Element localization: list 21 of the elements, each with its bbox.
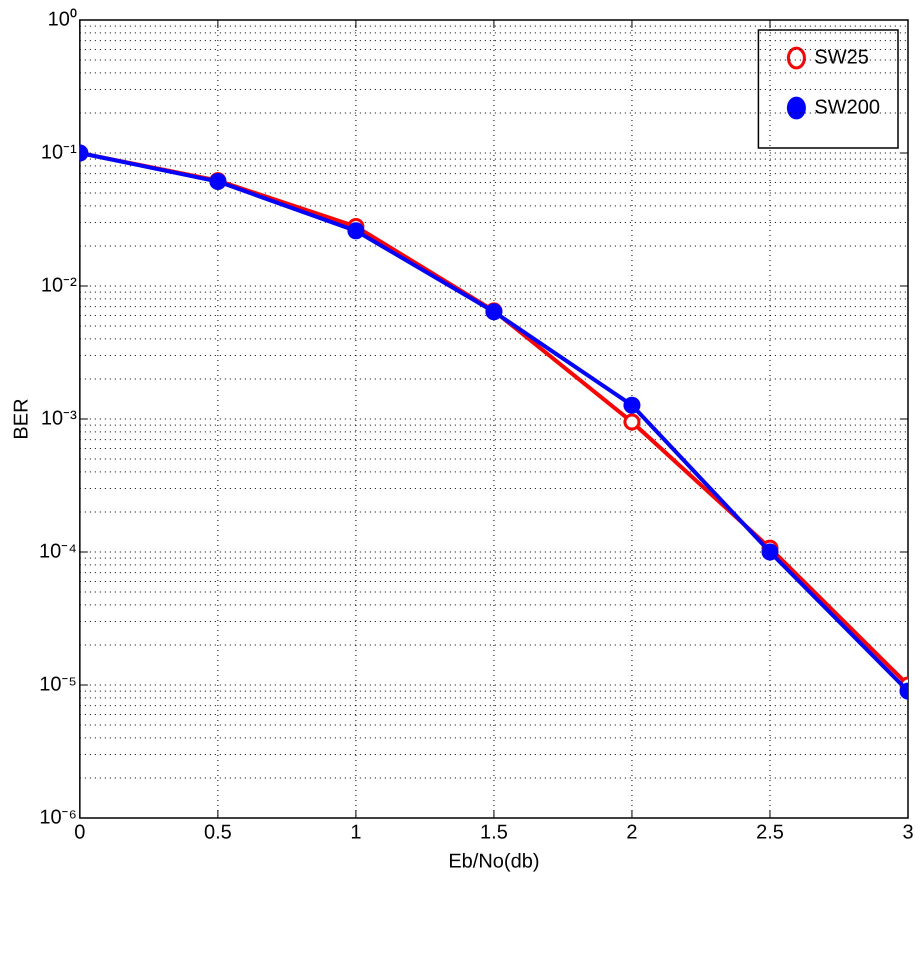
legend-label: SW25 (814, 46, 869, 69)
y-tick-label: 10⁻³ (40, 408, 78, 430)
y-tick-label: 10⁻⁴ (38, 540, 77, 563)
y-tick-label: 10⁻² (40, 274, 78, 297)
y-tick-label: 10⁰ (48, 8, 77, 31)
y-axis-title: BER (10, 398, 33, 440)
x-tick-label: 1 (350, 822, 362, 844)
point (347, 222, 364, 240)
point (761, 544, 778, 560)
legend-label: SW200 (814, 96, 880, 119)
x-tick-label: 0.5 (204, 822, 232, 844)
x-tick-label: 2 (626, 822, 638, 844)
x-axis-title: Eb/No(db) (448, 850, 540, 873)
x-tick-label: 3 (902, 822, 914, 844)
point (623, 396, 640, 414)
x-tick-label: 2.5 (756, 822, 784, 844)
point (623, 413, 640, 430)
x-tick-label: 0 (74, 822, 86, 844)
y-tick-label: 10⁻¹ (40, 142, 78, 164)
y-tick-label: 10⁻⁵ (39, 674, 77, 696)
x-tick-label: 1.5 (480, 822, 508, 844)
